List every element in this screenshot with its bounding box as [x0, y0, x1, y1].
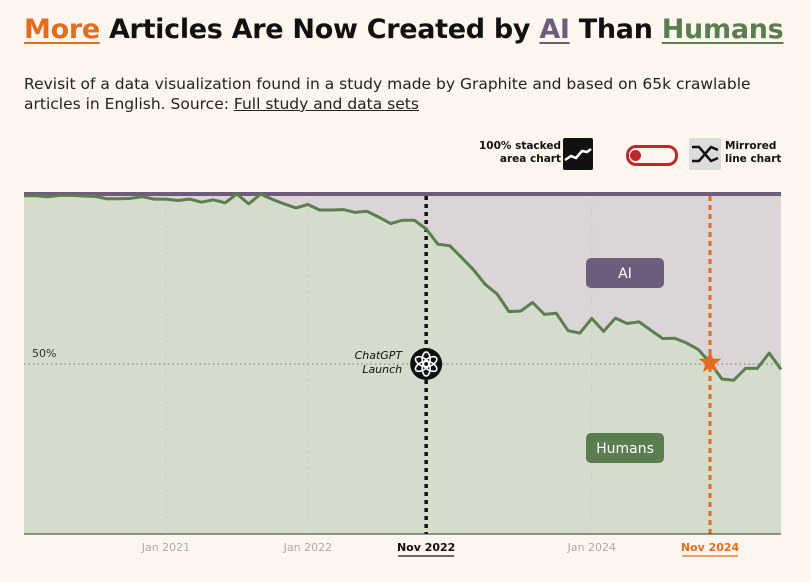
ai-area-label: AI — [586, 258, 664, 288]
x-tick-label: Jan 2024 — [567, 541, 616, 554]
crossed-lines-icon[interactable] — [689, 138, 721, 170]
toggle-knob — [630, 150, 641, 161]
title-more: More — [24, 14, 100, 45]
title-humans: Humans — [661, 14, 784, 45]
stacked-area-icon[interactable] — [563, 138, 593, 170]
chart-toggle-switch[interactable] — [626, 145, 678, 166]
x-axis-ticks: Jan 2021 Jan 2022 Nov 2022 Jan 2024 Nov 2024 — [141, 198, 740, 557]
mirrored-line-label-line1: Mirrored — [725, 140, 777, 152]
stacked-area-icon-svg — [564, 148, 592, 162]
source-link[interactable]: Full study and data sets — [233, 95, 419, 113]
stacked-area-label-line2: area chart — [499, 153, 561, 165]
x-tick-label: Nov 2022 — [397, 541, 455, 554]
title-ai: AI — [539, 14, 570, 45]
x-tick-label: Jan 2021 — [141, 541, 190, 554]
chatgpt-launch-text-2: Launch — [362, 363, 402, 376]
humans-area-label: Humans — [586, 433, 664, 463]
humans-area-label-text: Humans — [596, 441, 654, 457]
mirrored-line-label-line2: line chart — [725, 153, 782, 165]
chart-type-toggle: 100% stacked area chart Mirrored line char… — [453, 138, 783, 172]
ai-area-label-box — [586, 258, 664, 288]
x-tick-label: Jan 2022 — [283, 541, 332, 554]
fifty-percent-label: 50% — [32, 347, 56, 360]
subtitle: Revisit of a data visualization found in… — [24, 74, 794, 114]
humans-line — [24, 192, 783, 382]
stacked-area-label[interactable]: 100% stacked area chart — [451, 140, 561, 166]
title-middle: Articles Are Now Created by — [99, 14, 540, 45]
x-tick-label: Nov 2024 — [681, 541, 740, 554]
mirrored-line-label[interactable]: Mirrored line chart — [725, 140, 783, 166]
chatgpt-launch-annotation: ChatGPT Launch — [355, 349, 404, 376]
title-than: Than — [569, 14, 662, 45]
openai-logo-petal — [414, 355, 430, 368]
star-icon — [698, 350, 722, 373]
page-title: More Articles Are Now Created by AI Than… — [24, 14, 784, 45]
stacked-area-label-line1: 100% stacked — [478, 140, 561, 152]
humans-area-label-box — [586, 433, 664, 463]
chatgpt-launch-text-1: ChatGPT — [355, 349, 404, 362]
subtitle-text: Revisit of a data visualization found in… — [24, 75, 751, 113]
openai-logo-icon — [410, 348, 443, 380]
ai-area-label-text: AI — [618, 266, 632, 282]
crossed-lines-icon-svg — [692, 145, 719, 163]
